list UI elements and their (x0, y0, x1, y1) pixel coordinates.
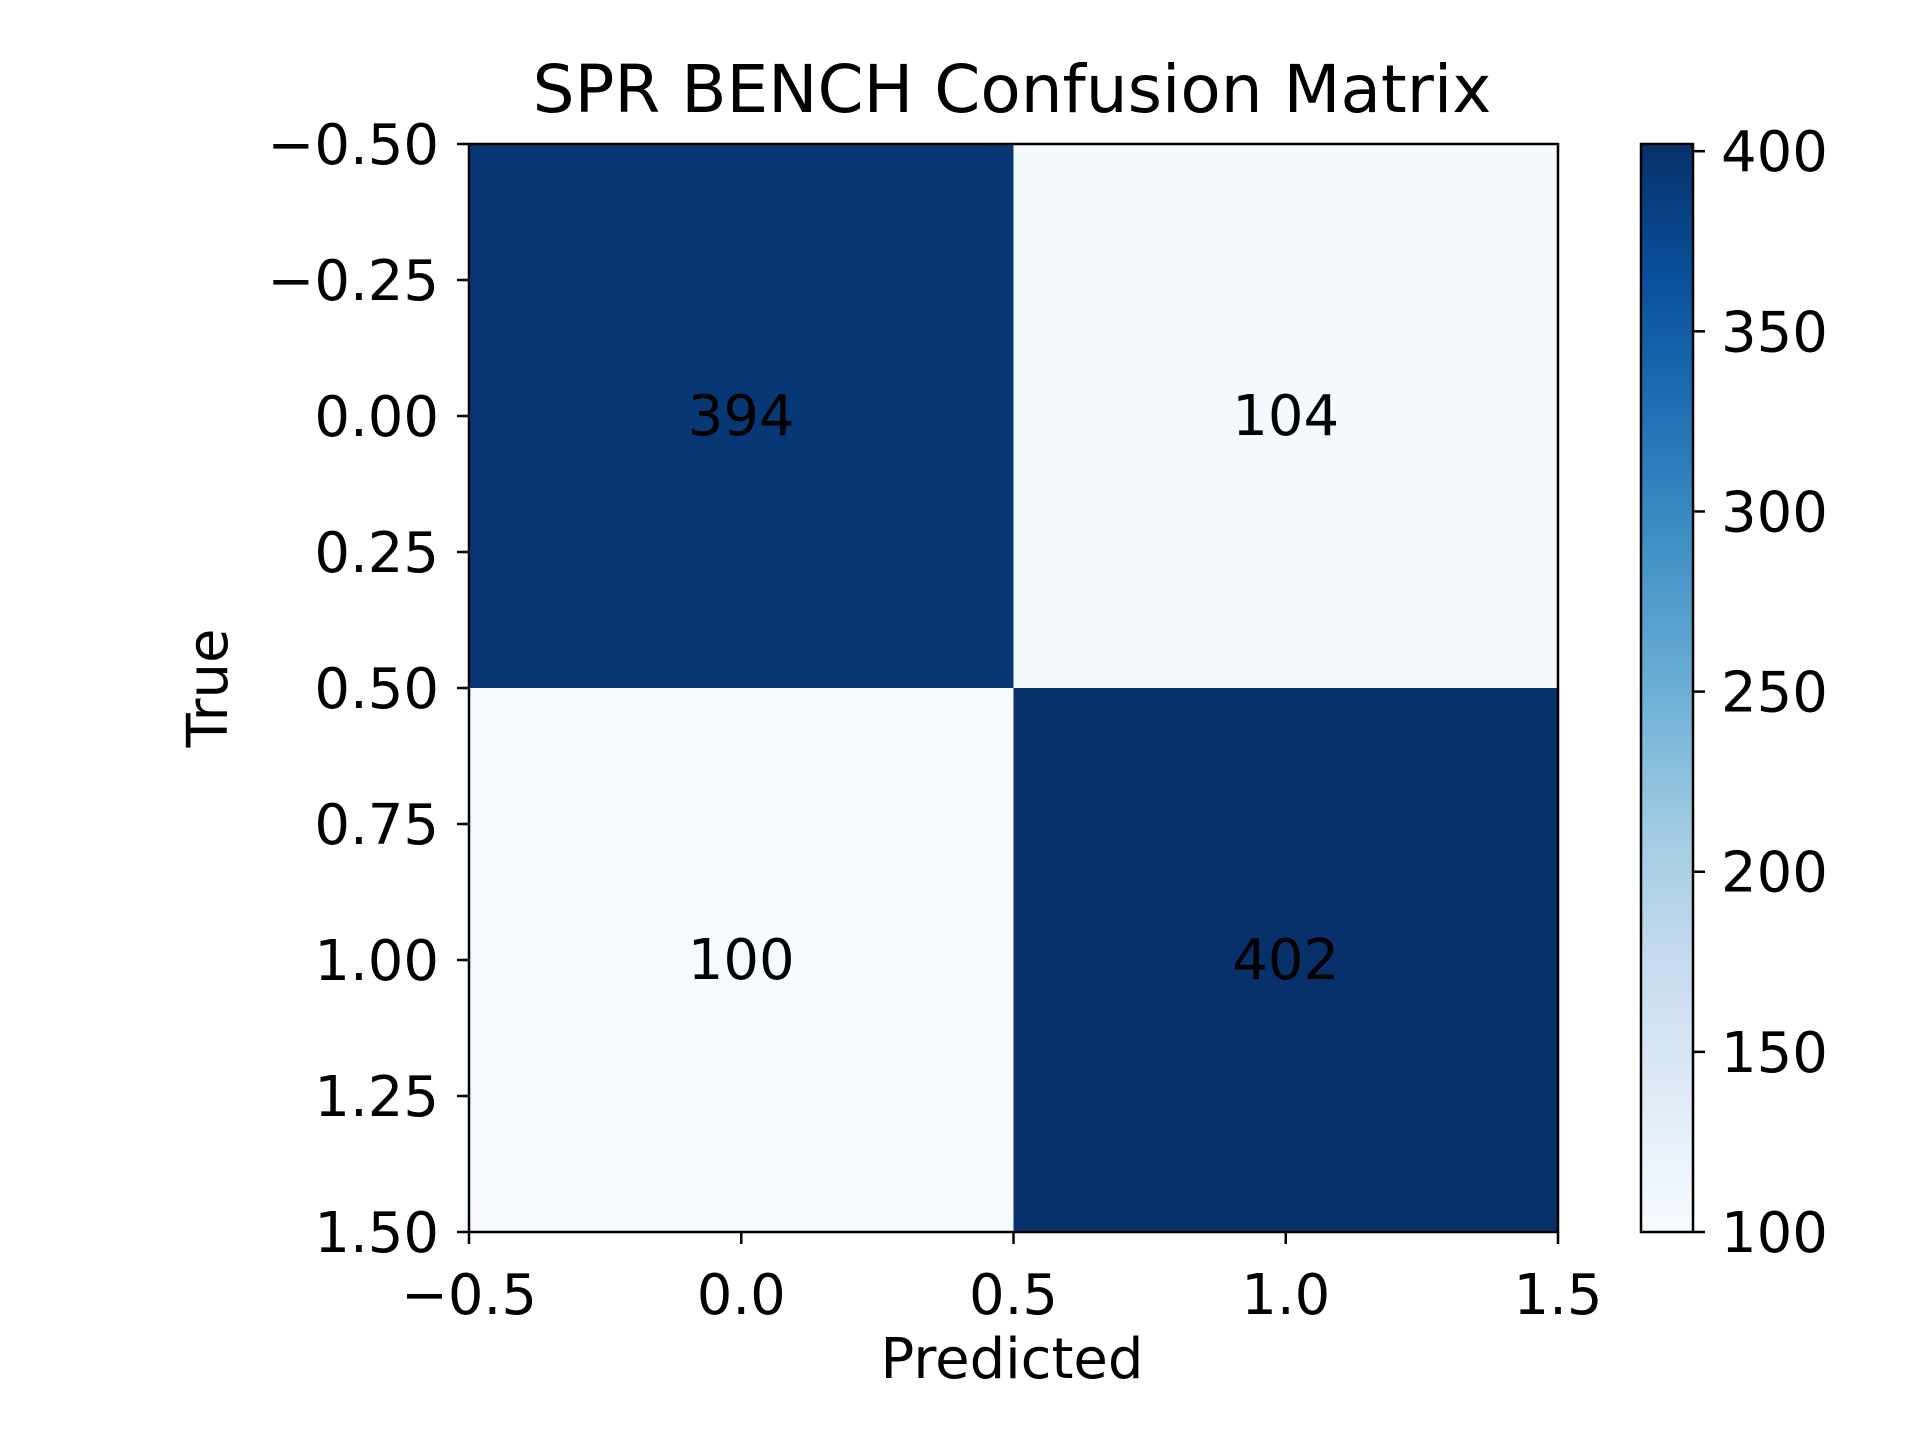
y-tick-label: −0.50 (267, 113, 439, 178)
y-tick-label: 1.00 (314, 929, 439, 994)
colorbar-tick-label: 400 (1721, 120, 1828, 185)
y-tick-label: −0.25 (267, 249, 439, 314)
colorbar-tick-label: 150 (1721, 1021, 1828, 1086)
x-tick-label: 1.0 (1241, 1263, 1330, 1328)
y-tick-label: 0.50 (314, 657, 439, 722)
cell-value-label-1-0: 100 (688, 928, 795, 993)
x-tick-label: −0.5 (401, 1263, 537, 1328)
heatmap-cell-1-0 (469, 688, 1014, 1232)
x-axis-label: Predicted (881, 1327, 1144, 1392)
cell-value-label-0-0: 394 (688, 384, 795, 449)
y-tick-label: 0.75 (314, 793, 439, 858)
colorbar: 100 150 200 250 300 350 400 (1639, 120, 1828, 1266)
colorbar-tick-label: 350 (1721, 300, 1828, 365)
heatmap-cell-1-1 (1013, 688, 1558, 1232)
colorbar-tick-label: 200 (1721, 841, 1828, 906)
chart-title: SPR BENCH Confusion Matrix (533, 51, 1492, 128)
heatmap-cell-0-0 (469, 144, 1014, 688)
x-tick-label: 0.0 (697, 1263, 786, 1328)
cell-value-label-0-1: 104 (1232, 384, 1339, 449)
heatmap-cell-0-1 (1013, 144, 1558, 688)
y-tick-label: 1.50 (314, 1201, 439, 1266)
colorbar-gradient (1641, 144, 1693, 1232)
x-tick-label: 0.5 (969, 1263, 1058, 1328)
heatmap-cells: 394 104 100 402 (469, 144, 1558, 1232)
y-axis: −0.50 −0.25 0.00 0.25 0.50 0.75 1.00 1.25 1.50 (267, 113, 469, 1266)
colorbar-tick-label: 300 (1721, 480, 1828, 545)
x-tick-label: 1.5 (1513, 1263, 1602, 1328)
cell-value-label-1-1: 402 (1232, 928, 1339, 993)
y-tick-label: 0.25 (314, 521, 439, 586)
x-axis: −0.5 0.0 0.5 1.0 1.5 (401, 1232, 1603, 1328)
y-tick-label: 1.25 (314, 1065, 439, 1130)
colorbar-tick-label: 100 (1721, 1201, 1828, 1266)
y-tick-label: 0.00 (314, 385, 439, 450)
y-axis-label: True (176, 629, 241, 749)
colorbar-tick-label: 250 (1721, 661, 1828, 726)
